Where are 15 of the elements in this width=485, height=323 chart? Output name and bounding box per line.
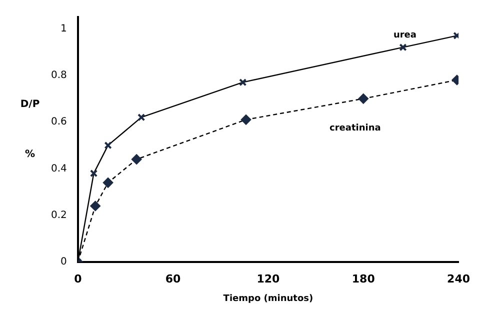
series-label: urea [393,30,416,40]
y-tick-label: 1 [60,23,67,34]
x-tick-label: 0 [74,272,82,286]
y-tick-label: 0.8 [50,70,67,81]
text: D/P % [20,99,40,160]
x-tick-label: 180 [352,272,376,286]
y-tick-label: 0.4 [50,163,67,174]
x-tick-label: 240 [447,272,470,286]
y-tick-label: 0 [60,256,67,268]
x-tick-label: 120 [256,272,280,286]
x-tick-label: 60 [165,272,182,286]
x-axis-title: Tiempo (minutos) [223,294,314,304]
y-tick-label: 0.6 [50,116,67,128]
text: creatinina [329,124,381,134]
y-tick-label: 0.2 [50,210,67,221]
